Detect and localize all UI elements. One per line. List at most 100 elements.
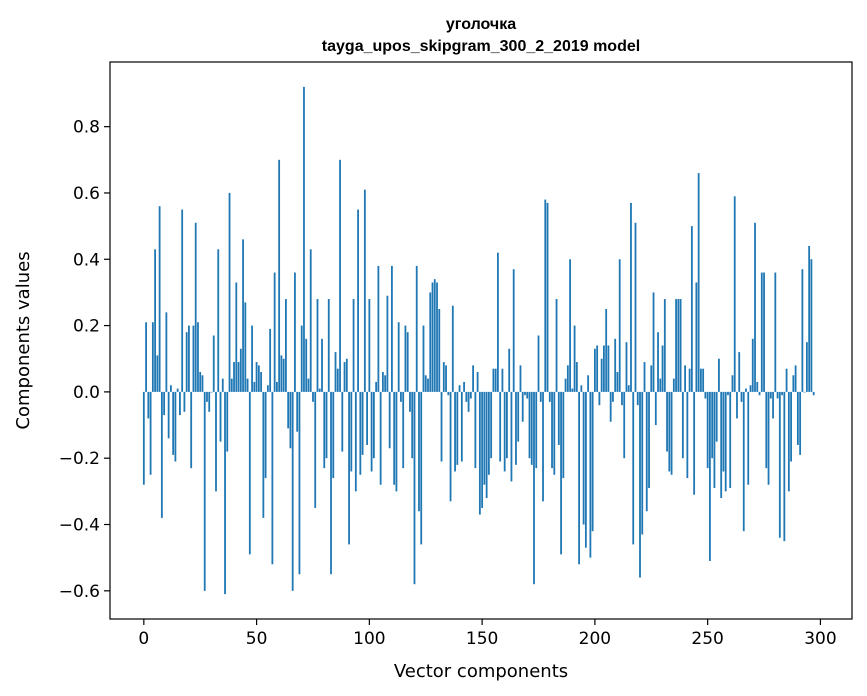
bar-component-232: [666, 391, 668, 452]
bar-component-86: [336, 368, 339, 392]
bar-component-129: [433, 279, 436, 392]
bar-component-153: [487, 391, 490, 475]
bar-component-296: [810, 259, 813, 392]
bar-component-288: [792, 375, 795, 392]
bar-component-127: [429, 292, 432, 392]
bar-component-270: [751, 338, 754, 392]
bar-component-39: [230, 378, 233, 392]
bar-component-111: [393, 391, 396, 485]
y-tick-label: 0.6: [73, 184, 100, 204]
bar-component-110: [391, 265, 393, 392]
bar-component-195: [582, 391, 585, 525]
bar-component-116: [404, 325, 407, 392]
bar-component-68: [296, 391, 299, 432]
bar-component-236: [675, 299, 677, 392]
bar-component-245: [695, 282, 698, 392]
bar-component-146: [472, 365, 474, 392]
bar-component-295: [808, 246, 811, 392]
bar-component-254: [715, 391, 718, 442]
bar-component-173: [533, 391, 535, 585]
bar-component-242: [688, 368, 691, 392]
bar-component-56: [269, 328, 272, 392]
bar-component-197: [587, 375, 590, 392]
bar-component-58: [273, 272, 276, 392]
bar-component-112: [395, 391, 398, 492]
bar-component-227: [654, 391, 657, 426]
bar-component-204: [603, 345, 605, 392]
bar-component-259: [727, 391, 729, 396]
bar-component-282: [778, 391, 781, 538]
bar-component-143: [465, 391, 468, 402]
bar-component-13: [172, 391, 175, 455]
bar-component-247: [699, 368, 702, 392]
bar-component-185: [560, 391, 562, 555]
bar-component-209: [614, 338, 617, 392]
bar-component-25: [199, 372, 202, 392]
bar-component-226: [652, 292, 655, 392]
bar-component-139: [456, 391, 459, 465]
y-tick-label: 0.0: [73, 383, 100, 403]
bar-component-261: [731, 375, 734, 392]
bar-component-43: [239, 348, 242, 392]
bar-component-99: [366, 391, 368, 445]
y-tick-label: 0.2: [73, 317, 100, 337]
bar-component-38: [228, 192, 231, 392]
bar-component-188: [566, 365, 569, 392]
bar-component-119: [411, 391, 414, 459]
bar-component-72: [305, 338, 308, 392]
bar-component-215: [627, 385, 630, 392]
bar-component-239: [681, 391, 684, 459]
bar-component-14: [174, 391, 177, 462]
bar-component-251: [709, 391, 711, 561]
bar-component-157: [497, 252, 499, 392]
chart-title-line-1: уголочка: [446, 16, 516, 33]
bar-component-220: [639, 391, 641, 578]
bar-component-222: [643, 362, 646, 392]
y-tick-label: −0.2: [59, 449, 100, 469]
bar-component-69: [298, 391, 301, 575]
bar-component-144: [467, 391, 470, 412]
bar-component-47: [248, 391, 251, 555]
bar-component-30: [210, 391, 213, 393]
bar-component-28: [206, 391, 208, 402]
bar-component-44: [242, 239, 244, 392]
bar-component-265: [740, 391, 743, 402]
bar-component-59: [275, 381, 278, 392]
bar-component-159: [501, 368, 504, 392]
bar-component-27: [203, 391, 206, 591]
bar-component-57: [271, 391, 274, 565]
bar-component-135: [447, 391, 450, 396]
bar-component-184: [557, 391, 560, 445]
y-tick-label: −0.4: [59, 516, 100, 536]
bar-component-77: [316, 299, 319, 392]
bar-component-276: [765, 391, 768, 469]
bar-component-97: [361, 391, 364, 455]
bar-component-120: [413, 391, 416, 585]
bar-component-169: [524, 391, 526, 396]
bar-component-18: [183, 391, 186, 412]
chart-title-line-2: tayga_upos_skipgram_300_2_2019 model: [322, 38, 640, 55]
bar-component-5: [154, 249, 156, 392]
bar-component-156: [494, 368, 497, 392]
bar-component-203: [600, 358, 603, 392]
bar-component-94: [354, 391, 357, 492]
bar-component-198: [589, 391, 592, 558]
bar-component-224: [648, 391, 650, 489]
bar-component-151: [483, 391, 486, 485]
bar-component-250: [706, 391, 709, 469]
bar-component-24: [197, 322, 199, 392]
bar-component-35: [221, 378, 224, 392]
bar-component-176: [539, 391, 542, 402]
bar-component-221: [641, 391, 644, 535]
bar-component-126: [427, 378, 429, 392]
bar-component-104: [377, 265, 380, 392]
bar-component-16: [179, 391, 181, 416]
bar-component-274: [760, 272, 763, 392]
bar-component-223: [645, 391, 648, 512]
bar-component-280: [774, 272, 777, 392]
bar-component-65: [289, 391, 292, 449]
bar-component-292: [801, 269, 804, 392]
bar-component-199: [591, 391, 594, 532]
bar-component-82: [327, 299, 330, 392]
